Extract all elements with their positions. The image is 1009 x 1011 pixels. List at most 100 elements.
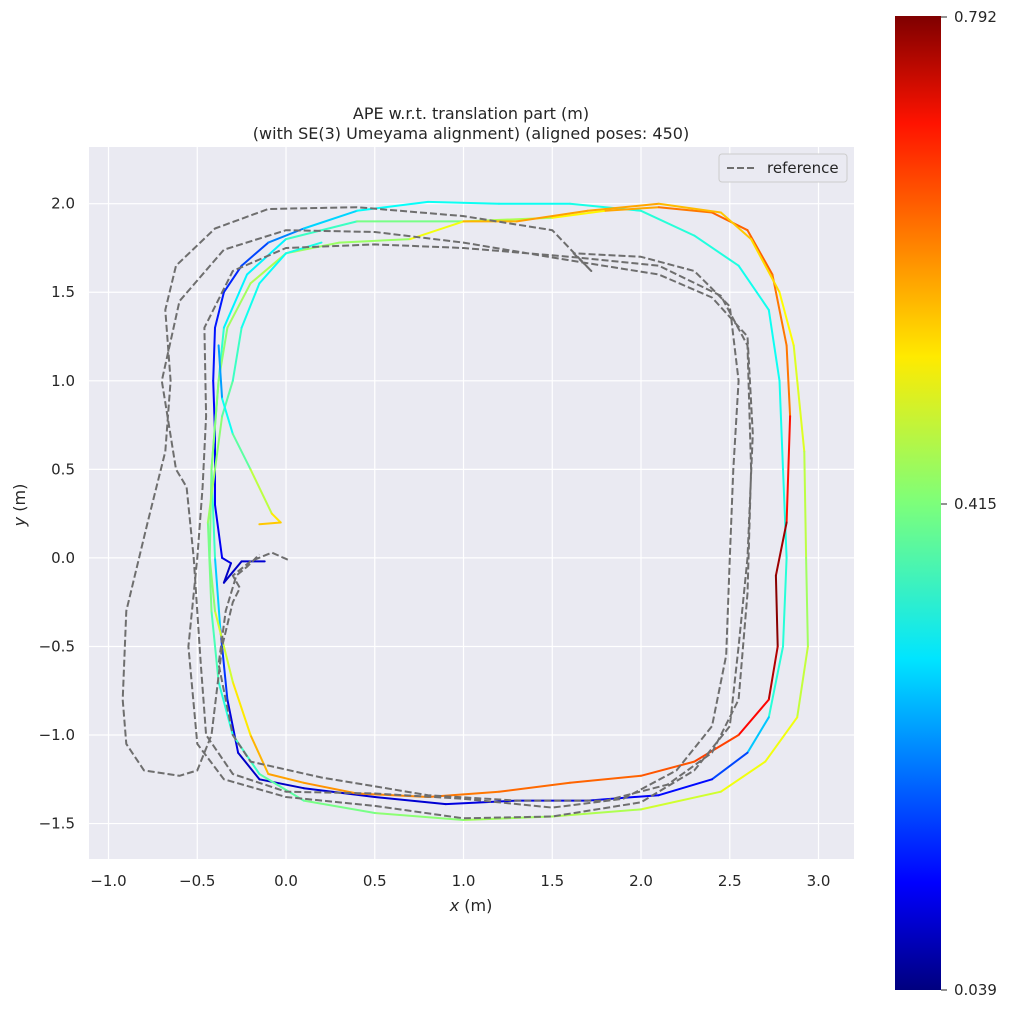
trajectory-segment <box>750 238 781 294</box>
trajectory-segment <box>222 562 232 584</box>
trajectory-segment <box>208 468 213 559</box>
x-axis-var: x <box>449 896 460 915</box>
trajectory-segment <box>640 760 696 777</box>
trajectory-segment <box>214 415 224 471</box>
legend-box <box>718 153 848 183</box>
trajectory-segment <box>604 206 660 212</box>
trajectory-segment <box>231 432 252 471</box>
trajectory-segment <box>767 645 784 719</box>
trajectory-segment <box>409 220 465 241</box>
x-axis-unit: (m) <box>459 896 492 915</box>
trajectory-segment <box>515 209 589 223</box>
y-axis-var: y <box>10 516 29 527</box>
colorbar-gradient <box>895 16 941 990</box>
y-tick-label: 1.5 <box>51 283 75 301</box>
trajectory-segment <box>767 645 779 701</box>
colorbar-label-mid: 0.415 <box>954 495 997 513</box>
trajectory-segment <box>640 209 696 237</box>
trajectory-segment <box>774 521 788 577</box>
x-tick-label: 3.0 <box>807 872 831 890</box>
trajectory-segment <box>785 344 792 418</box>
trajectory-segment <box>803 450 808 559</box>
trajectory-segment <box>258 778 305 790</box>
trajectory-segment <box>222 264 243 294</box>
trajectory-segment <box>640 790 722 811</box>
trajectory-segment <box>249 252 287 285</box>
y-tick-label: 0.5 <box>51 460 75 478</box>
trajectory-segment <box>210 379 220 471</box>
grid-lines <box>89 147 854 859</box>
trajectory-segment <box>210 610 220 683</box>
colorbar: 0.792 0.415 0.039 <box>895 8 997 999</box>
trajectory-segment <box>785 415 792 524</box>
y-axis-unit: (m) <box>10 484 29 517</box>
y-tick-label: 0.0 <box>51 549 75 567</box>
x-axis-label: x (m) <box>449 896 493 915</box>
y-tick-label: −0.5 <box>39 637 75 655</box>
trajectory-segment <box>782 468 788 559</box>
trajectory-segment <box>226 282 252 329</box>
trajectory-segment <box>214 291 225 329</box>
colorbar-label-max: 0.792 <box>954 8 997 26</box>
trajectory-segment <box>373 796 447 806</box>
trajectory-segment <box>746 716 770 754</box>
trajectory-segment <box>214 503 224 559</box>
trajectory-segment <box>719 760 767 793</box>
trajectory-segment <box>792 344 806 453</box>
x-tick-label: −0.5 <box>179 872 215 890</box>
y-tick-label: −1.5 <box>39 815 75 833</box>
trajectory-segment <box>258 773 305 802</box>
y-tick-label: −1.0 <box>39 726 75 744</box>
trajectory-segment <box>214 556 222 630</box>
trajectory-segment <box>693 234 740 267</box>
trajectory-segment <box>782 556 788 648</box>
trajectory-segment <box>657 206 713 214</box>
trajectory-segment <box>373 812 465 821</box>
trajectory-segment <box>586 202 660 212</box>
x-tick-label: 1.5 <box>540 872 564 890</box>
trajectory-segment <box>569 774 642 784</box>
trajectory-segment <box>270 512 282 524</box>
trajectory-segment <box>302 209 358 230</box>
trajectory-segment <box>240 282 261 329</box>
trajectory-segment <box>693 734 740 763</box>
x-tick-label: 0.0 <box>274 872 298 890</box>
colorbar-label-min: 0.039 <box>954 981 997 999</box>
trajectory-segments <box>206 200 809 821</box>
x-tick-label: −1.0 <box>90 872 126 890</box>
legend: reference <box>718 153 848 183</box>
trajectory-segment <box>711 751 749 781</box>
trajectory-segment <box>427 200 500 205</box>
trajectory-segment <box>356 200 429 212</box>
trajectory-segment <box>258 521 282 526</box>
trajectory-segment <box>764 716 799 763</box>
trajectory-segment <box>444 799 518 806</box>
trajectory-segment <box>226 698 240 754</box>
reference-line <box>121 206 754 820</box>
trajectory-segment <box>206 468 216 524</box>
trajectory-segment <box>249 468 273 515</box>
y-axis-label: y (m) <box>10 484 29 528</box>
trajectory-segment <box>657 778 713 797</box>
trajectory-segment <box>240 241 270 267</box>
trajectory-segment <box>737 698 770 736</box>
trajectory-segment <box>737 264 770 311</box>
trajectory-segment <box>267 773 305 784</box>
trajectory-segment <box>258 252 287 285</box>
trajectory-segment <box>338 238 412 244</box>
x-tick-label: 1.0 <box>452 872 476 890</box>
trajectory-segment <box>778 379 784 471</box>
chart-subtitle: (with SE(3) Umeyama alignment) (aligned … <box>253 124 689 143</box>
trajectory-segment <box>498 781 571 793</box>
trajectory-segment <box>746 229 774 276</box>
trajectory-segment <box>551 808 642 818</box>
trajectory-segment <box>221 556 232 565</box>
trajectory-segment <box>217 344 224 400</box>
x-tick-label: 2.0 <box>629 872 653 890</box>
trajectory-segment <box>302 799 376 814</box>
trajectory-segment <box>206 521 213 612</box>
chart-title: APE w.r.t. translation part (m) <box>353 104 589 123</box>
reference-path <box>121 206 754 820</box>
trajectory-segment <box>212 326 216 382</box>
